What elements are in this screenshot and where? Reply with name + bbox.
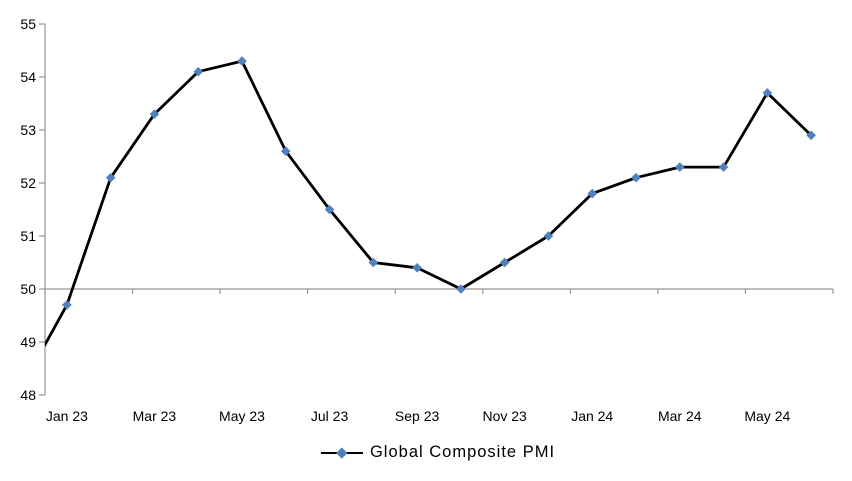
data-point-marker: [674, 162, 685, 172]
series-line: [45, 59, 813, 348]
legend-key: [320, 445, 363, 461]
data-point-marker: [456, 284, 466, 294]
x-axis-label: Mar 23: [133, 408, 177, 424]
data-point-marker: [587, 188, 598, 199]
x-axis-label: May 24: [744, 408, 790, 424]
data-point-marker: [280, 146, 291, 156]
y-axis-label: 55: [20, 16, 36, 32]
y-axis-label: 50: [20, 281, 36, 297]
legend-series-label: Global Composite PMI: [369, 443, 556, 461]
x-axis-label: May 23: [219, 408, 265, 424]
x-axis-label: Jul 23: [311, 408, 349, 424]
legend-diamond-marker-icon: [336, 446, 348, 458]
y-axis-label: 49: [20, 334, 36, 350]
x-axis-label: Jan 24: [571, 408, 613, 424]
data-point-marker: [237, 56, 247, 66]
data-point-marker: [62, 300, 72, 310]
y-axis-label: 54: [20, 69, 36, 85]
x-axis-label: Nov 23: [482, 408, 527, 424]
chart-legend: Global Composite PMI: [320, 443, 556, 462]
data-point-marker: [806, 130, 816, 141]
data-point-marker: [718, 162, 729, 172]
data-point-marker: [762, 88, 773, 98]
data-point-marker: [193, 66, 204, 77]
x-axis-label: Jan 23: [46, 408, 88, 424]
y-axis-label: 53: [20, 122, 36, 138]
y-axis-label: 52: [20, 175, 36, 191]
data-point-marker: [324, 204, 335, 215]
x-axis-label: Sep 23: [395, 408, 440, 424]
data-point-marker: [631, 172, 641, 183]
data-point-marker: [149, 109, 160, 119]
data-point-marker: [105, 172, 116, 183]
data-point-marker: [543, 231, 554, 241]
y-axis-label: 48: [20, 387, 36, 403]
y-axis-label: 51: [20, 228, 36, 244]
data-point-marker: [412, 263, 422, 273]
data-point-marker: [368, 257, 379, 268]
x-axis-label: Mar 24: [658, 408, 702, 424]
data-point-marker: [499, 257, 510, 268]
